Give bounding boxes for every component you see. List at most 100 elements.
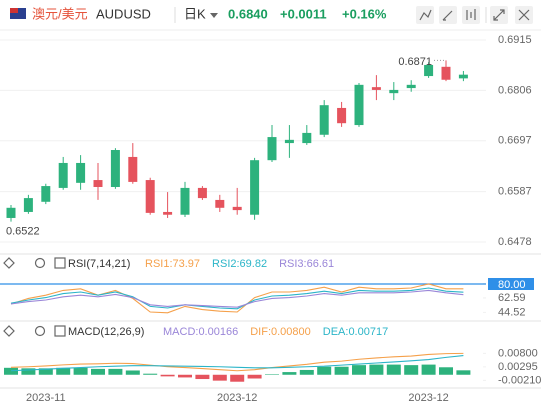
- candle-body: [93, 180, 103, 187]
- change-percent: +0.16%: [342, 6, 387, 21]
- candle-body: [41, 186, 51, 202]
- indicator-line: [10, 287, 464, 310]
- macd-bar: [247, 374, 262, 379]
- y-tick-label: 62.59: [498, 292, 526, 304]
- candle-body: [163, 211, 173, 215]
- candle-body: [215, 199, 225, 208]
- period[interactable]: 日K: [184, 6, 206, 21]
- macd-bar: [369, 364, 384, 375]
- macd-bar: [160, 374, 175, 377]
- macd-bar: [439, 367, 453, 375]
- y-tick-label: 0.6587: [498, 186, 532, 198]
- candle-body: [441, 66, 451, 80]
- y-tick-label: 0.00800: [498, 347, 538, 359]
- macd-bar: [265, 374, 279, 375]
- macd-bar: [386, 364, 401, 375]
- settings-icon[interactable]: [34, 257, 46, 269]
- add-icon[interactable]: [54, 257, 66, 269]
- change: +0.0011: [280, 6, 327, 21]
- indicator-line: [10, 283, 464, 314]
- dropdown-arrow[interactable]: [210, 13, 218, 18]
- macd-bar: [4, 367, 18, 375]
- macd-bar: [73, 367, 88, 375]
- add-icon[interactable]: [54, 325, 66, 337]
- candle-body: [76, 162, 86, 183]
- macd-bar: [282, 372, 297, 375]
- candle-body: [337, 107, 347, 124]
- y-tick-label: 0.6915: [498, 34, 532, 46]
- candle-body: [128, 156, 138, 182]
- macd-bar: [334, 366, 349, 375]
- candle-body: [319, 105, 329, 135]
- collapse-icon[interactable]: [3, 257, 15, 269]
- price: 0.6840: [228, 6, 268, 21]
- pair-name[interactable]: 澳元/美元: [32, 6, 88, 21]
- indicator-title: MACD(12,26,9): [68, 326, 144, 338]
- macd-bar: [108, 368, 123, 375]
- macd-bar: [230, 374, 245, 382]
- macd-bar: [56, 367, 71, 375]
- tool-button[interactable]: [416, 6, 434, 24]
- candle-body: [232, 206, 242, 211]
- min-label: 0.6522: [6, 226, 40, 238]
- macd-bar: [212, 374, 227, 381]
- y-tick-label: 0.6697: [498, 135, 532, 147]
- macd-bar: [404, 365, 419, 375]
- indicator-title: RSI(7,14,21): [68, 258, 130, 270]
- macd-bar: [38, 368, 53, 375]
- collapse-icon[interactable]: [3, 325, 15, 337]
- tool-icon: [518, 9, 530, 21]
- header: 澳元/美元 AUDUSD 日K 0.6840 +0.0011 +0.16%: [10, 6, 533, 24]
- flag-part: [10, 8, 18, 13]
- macd-bar: [21, 368, 36, 375]
- macd-bar: [125, 370, 140, 375]
- indicator-line: [10, 355, 464, 372]
- tool-icon: [419, 9, 432, 21]
- indicator-line: [10, 289, 464, 308]
- macd-bar: [299, 369, 314, 375]
- indicator-line: [10, 352, 464, 372]
- candle-body: [197, 187, 207, 199]
- legend-entry: RSI2:69.82: [212, 258, 267, 270]
- x-tick-label: 2023-11: [26, 392, 66, 404]
- reference-label: 80.00: [498, 279, 526, 291]
- y-tick-label: -0.00210: [498, 374, 541, 386]
- macd-bar: [195, 374, 210, 380]
- x-tick-label: 2023-12: [217, 392, 257, 404]
- legend-entry: RSI3:66.61: [279, 258, 334, 270]
- candle-body: [371, 87, 381, 90]
- candle-body: [406, 84, 416, 89]
- tool-icon: [442, 10, 453, 21]
- candle-body: [458, 74, 468, 79]
- candle-body: [180, 187, 190, 215]
- candle-body: [354, 84, 364, 126]
- y-tick-label: 0.6478: [498, 236, 532, 248]
- y-tick-label: 0.6806: [498, 84, 532, 96]
- macd-bar: [178, 374, 192, 378]
- macd-bar: [143, 373, 158, 375]
- legend-entry: DIF:0.00800: [250, 326, 311, 338]
- macd-bar: [352, 365, 366, 375]
- toolbar: [416, 6, 533, 24]
- candle-body: [267, 137, 277, 161]
- candle-body: [145, 180, 155, 213]
- legend-entry: RSI1:73.97: [145, 258, 200, 270]
- tool-icon: [466, 9, 476, 20]
- candle-body: [424, 64, 434, 77]
- macd-bar: [421, 364, 436, 375]
- rsi-header: RSI(7,14,21): [3, 257, 130, 270]
- flag: [10, 8, 26, 19]
- symbol: AUDUSD: [96, 6, 151, 21]
- y-tick-label: 44.52: [498, 306, 526, 318]
- candle-body: [58, 162, 68, 188]
- settings-icon[interactable]: [34, 325, 46, 337]
- macd-header: MACD(12,26,9): [3, 325, 144, 338]
- max-label: 0.6871: [398, 56, 432, 68]
- candle-body: [389, 89, 399, 94]
- macd-bar: [456, 370, 471, 375]
- tool-icon: [493, 9, 505, 21]
- candle-body: [302, 132, 312, 144]
- candle-body: [6, 207, 16, 218]
